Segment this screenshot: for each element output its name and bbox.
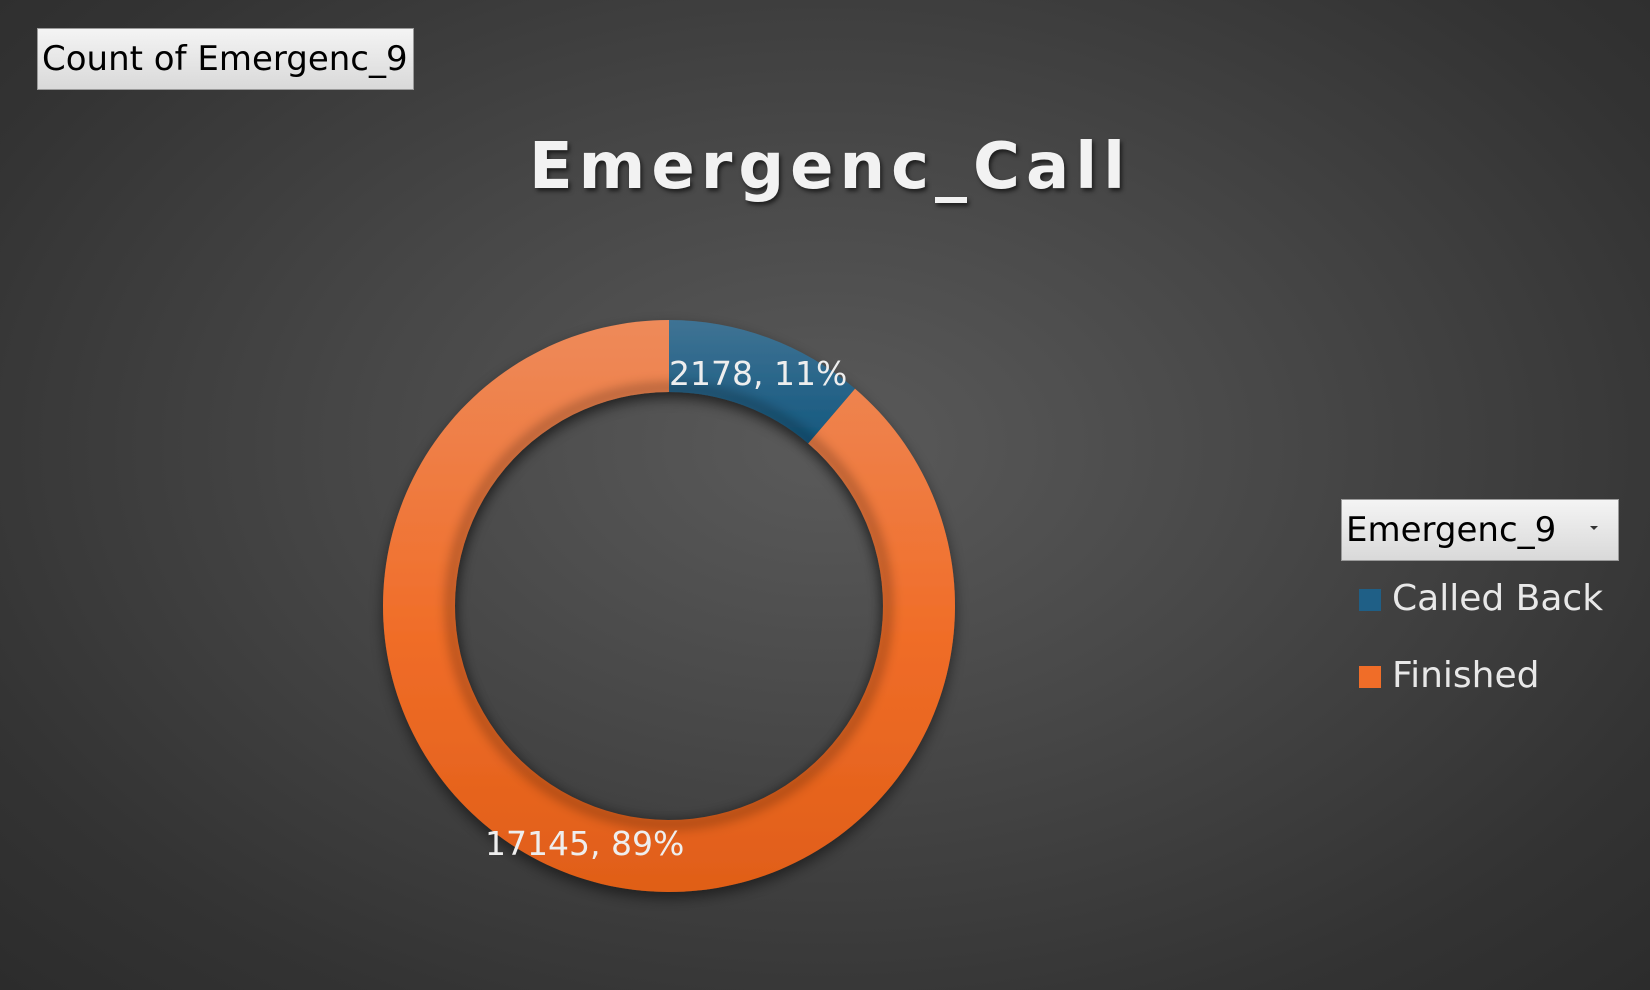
legend-swatch-called-back — [1359, 589, 1381, 611]
chart-title: Emergenc_Call — [528, 130, 1132, 204]
axis-field-dropdown[interactable]: Emergenc_9 — [1341, 499, 1619, 561]
axis-field-label: Emergenc_9 — [1346, 510, 1557, 550]
slice-finished[interactable] — [382, 320, 956, 893]
legend-swatch-finished — [1359, 666, 1381, 688]
value-field-button[interactable]: Count of Emergenc_9 — [37, 28, 414, 90]
legend-label-finished: Finished — [1392, 655, 1540, 696]
slice-called-back[interactable] — [669, 320, 856, 444]
data-label-finished: 17145, 89% — [485, 824, 684, 863]
dropdown-arrow-icon[interactable] — [1590, 526, 1598, 530]
value-field-label: Count of Emergenc_9 — [42, 39, 408, 79]
legend-label-called-back: Called Back — [1392, 578, 1604, 619]
data-label-called-back: 2178, 11% — [669, 354, 847, 393]
